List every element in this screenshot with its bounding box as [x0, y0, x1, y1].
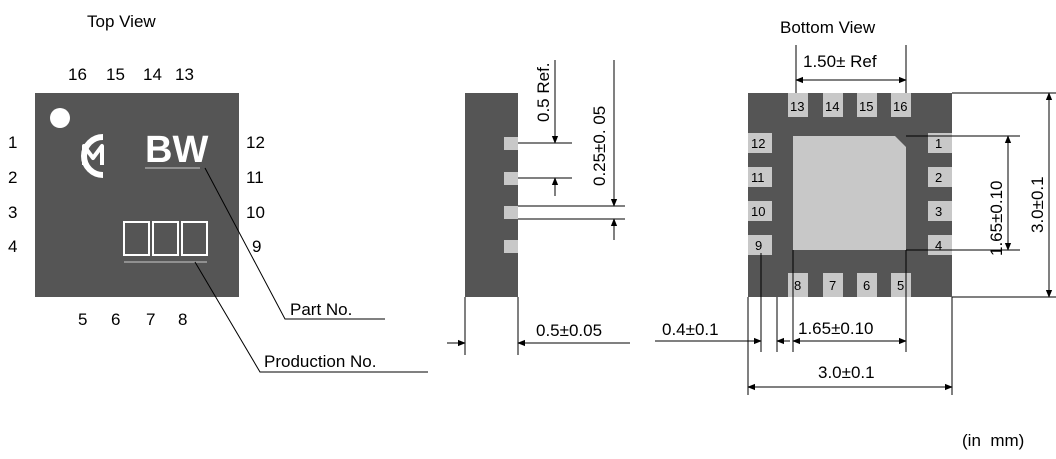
pin-label: 10	[246, 203, 265, 222]
top-view-package	[35, 93, 239, 297]
bottom-pad	[788, 93, 808, 117]
bottom-pad	[748, 167, 772, 187]
side-view-package	[465, 93, 518, 297]
side-pad	[504, 240, 518, 253]
pin-label: 3	[935, 204, 942, 219]
pin-label: 14	[825, 99, 839, 114]
bottom-pad	[823, 273, 843, 297]
pin-label: 6	[863, 278, 870, 293]
pin-label: 16	[893, 99, 907, 114]
pin-label: 6	[111, 310, 120, 329]
pin-label: 13	[175, 65, 194, 84]
top-view-pins-left: 1 2 3 4	[8, 133, 17, 256]
bottom-pad	[748, 133, 772, 153]
production-no-label: Production No.	[264, 352, 376, 371]
side-pad	[504, 172, 518, 185]
pin-label: 11	[246, 168, 264, 187]
dim-top: 1.50± Ref	[803, 52, 877, 71]
production-no-leader	[194, 261, 428, 373]
part-no-leader	[204, 167, 385, 320]
top-view-pins-top: 16 15 14 13	[68, 65, 194, 84]
pin-label: 14	[143, 65, 162, 84]
pin-label: 11	[751, 170, 765, 185]
dim-body-vertical: 3.0±0.1	[1028, 176, 1047, 233]
pin-label: 12	[246, 133, 265, 152]
part-no-label: Part No.	[290, 300, 352, 319]
bottom-view-pins-right: 1 2 3 4	[935, 136, 942, 253]
dim-pitch: 0.5 Ref.	[534, 62, 553, 122]
bottom-pad	[928, 201, 952, 221]
dim-thickness: 0.5±0.05	[536, 321, 602, 340]
part-marking: BW	[145, 129, 208, 171]
pin-label: 16	[68, 65, 87, 84]
bottom-pad	[823, 93, 843, 117]
top-view: Top View BW 16 15 14 13 1 2 3 4	[8, 12, 428, 373]
pin-label: 9	[755, 238, 762, 253]
side-view: 0.5 Ref. 0.25±0. 05 0.5±0.05	[447, 60, 630, 355]
cm-logo-icon	[81, 134, 104, 178]
top-view-pins-bottom: 5 6 7 8	[78, 310, 187, 329]
pin-label: 1	[8, 133, 17, 152]
pin-label: 3	[8, 203, 17, 222]
dim-pad-vertical: 1.65±0.10	[987, 180, 1006, 256]
bottom-pad	[928, 167, 952, 187]
pin1-dot-icon	[50, 108, 70, 128]
pin-label: 8	[794, 278, 801, 293]
pin-label: 15	[859, 99, 873, 114]
thermal-pad	[793, 136, 906, 250]
dim-body-horizontal: 3.0±0.1	[818, 363, 875, 382]
pin-label: 4	[8, 237, 17, 256]
pin-label: 13	[790, 99, 804, 114]
pin-label: 12	[751, 136, 765, 151]
side-pad	[504, 137, 518, 150]
pin-label: 5	[897, 278, 904, 293]
pin-label: 10	[751, 204, 765, 219]
bottom-view-title: Bottom View	[780, 18, 876, 37]
top-view-title: Top View	[87, 12, 156, 31]
pin-label: 1	[935, 136, 942, 151]
bottom-pad	[748, 235, 772, 255]
pin-label: 5	[78, 310, 87, 329]
pin-label: 9	[252, 237, 261, 256]
units-note: (in mm)	[962, 431, 1024, 450]
dim-offset: 0.4±0.1	[662, 320, 719, 339]
bottom-pad	[891, 93, 911, 117]
bottom-pad	[748, 201, 772, 221]
pin-label: 8	[178, 310, 187, 329]
bottom-view-pins-top: 13 14 15 16	[790, 99, 907, 114]
pin-label: 15	[106, 65, 125, 84]
bottom-pad	[857, 93, 877, 117]
bottom-pad	[857, 273, 877, 297]
bottom-pad	[928, 133, 952, 153]
side-pad	[504, 206, 518, 219]
pin-label: 7	[829, 278, 836, 293]
bottom-view: Bottom View 1.50± Ref 13 14 1	[655, 18, 1056, 395]
pin-label: 7	[146, 310, 155, 329]
bottom-view-pins-left: 12 11 10 9	[751, 136, 765, 253]
dim-pad-horizontal: 1.65±0.10	[798, 319, 874, 338]
top-view-pins-right: 12 11 10 9	[246, 133, 265, 256]
production-code-boxes	[123, 221, 208, 256]
bottom-view-pins-bottom: 8 7 6 5	[794, 278, 904, 293]
dim-pad-width: 0.25±0. 05	[590, 106, 609, 186]
pin-label: 2	[8, 168, 17, 187]
pin-label: 2	[935, 170, 942, 185]
pin-label: 4	[935, 238, 942, 253]
